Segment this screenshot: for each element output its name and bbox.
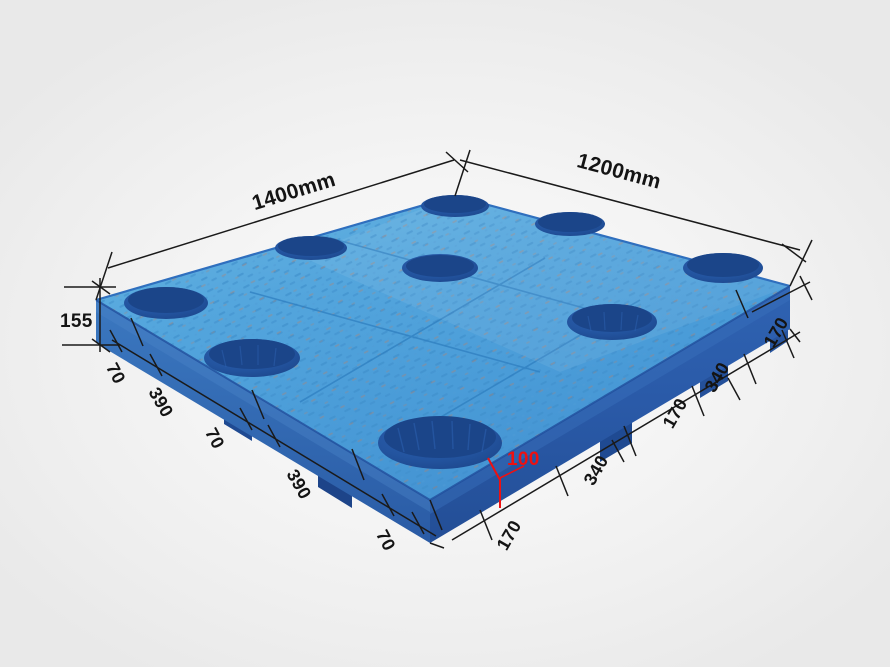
dimension-label-left-70-a: 70 bbox=[102, 359, 130, 388]
dimension-label-left-70-b: 70 bbox=[201, 424, 229, 453]
dimension-lines bbox=[62, 149, 813, 549]
dimension-label-right-340-b: 340 bbox=[700, 358, 734, 396]
dimension-label-right-340-a: 340 bbox=[579, 451, 613, 489]
dimension-label-width: 1200mm bbox=[574, 149, 664, 194]
dimension-label-length: 1400mm bbox=[249, 167, 339, 216]
dimension-label-left-390-b: 390 bbox=[282, 465, 316, 503]
pallet-skirt-right bbox=[430, 286, 790, 543]
dimension-label-height: 155 bbox=[60, 311, 93, 332]
dimension-label-right-170-b: 170 bbox=[658, 394, 692, 432]
dimension-label-skirt-height: 100 bbox=[507, 449, 540, 470]
dimension-label-left-70-c: 70 bbox=[372, 526, 400, 555]
dimension-label-right-170-a: 170 bbox=[492, 516, 526, 554]
pallet-feet bbox=[124, 195, 763, 469]
dimension-label-right-170-c: 170 bbox=[759, 313, 793, 351]
dimension-label-left-390-a: 390 bbox=[144, 383, 178, 421]
